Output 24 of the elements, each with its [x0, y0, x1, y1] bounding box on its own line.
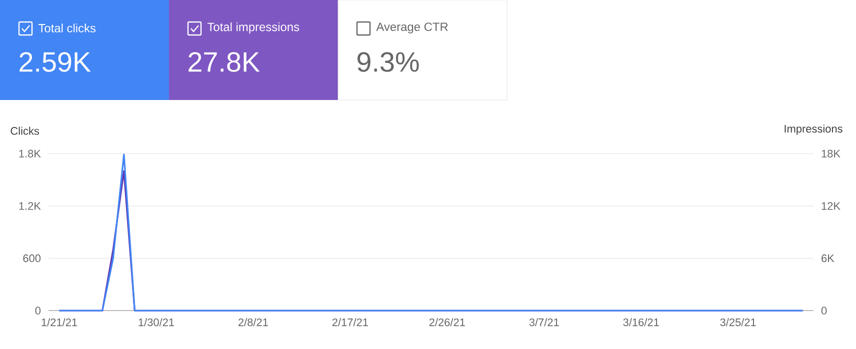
x-tick-label: 1/21/21 — [42, 318, 78, 326]
y2-tick-label: 0 — [821, 306, 827, 315]
y2-tick-label: 18K — [822, 150, 840, 158]
x-tick-label: 3/16/21 — [623, 318, 659, 326]
y2-tick-label: 12K — [822, 202, 840, 210]
y2-axis-title: Impressions — [784, 124, 842, 135]
x-tick-label: 2/17/21 — [332, 318, 368, 326]
y2-tick-label: 6K — [822, 254, 834, 262]
y-tick-label: 1.8K — [19, 150, 41, 158]
text: Total clicks — [38, 24, 96, 32]
y-axis-title: Clicks — [10, 126, 40, 135]
text: Average CTR — [376, 22, 448, 34]
x-tick-label: 3/25/21 — [720, 318, 756, 326]
x-tick-label: 2/26/21 — [429, 318, 465, 326]
y-tick-label: 0 — [35, 306, 41, 315]
y-tick-label: 1.2K — [19, 202, 41, 210]
text: Total impressions — [207, 22, 300, 34]
text: 9.3% — [358, 52, 419, 72]
x-tick-label: 2/8/21 — [238, 318, 268, 326]
x-tick-label: 1/30/21 — [138, 318, 174, 326]
text: 27.8K — [188, 52, 260, 72]
x-tick-label: 3/7/21 — [529, 318, 559, 326]
y-tick-label: 600 — [23, 254, 41, 262]
text: 2.59K — [20, 52, 91, 72]
